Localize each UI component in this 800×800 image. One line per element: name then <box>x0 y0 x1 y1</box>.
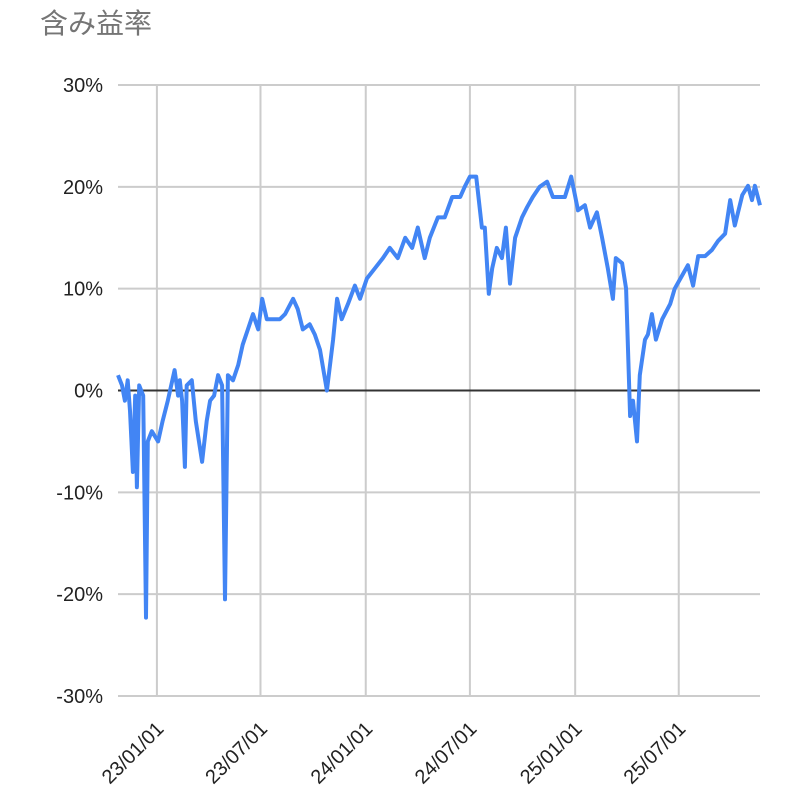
x-tick-label: 23/07/01 <box>201 718 272 789</box>
x-tick-label: 24/07/01 <box>411 718 482 789</box>
x-tick-label: 25/01/01 <box>516 718 587 789</box>
y-tick-label: 0% <box>74 381 103 403</box>
y-tick-label: 10% <box>63 279 103 301</box>
y-tick-label: -10% <box>56 482 103 504</box>
x-tick-label: 24/01/01 <box>307 718 378 789</box>
y-tick-label: -20% <box>56 584 103 606</box>
y-axis-ticks: 30% 20% 10% 0% -10% -20% -30% <box>56 75 103 708</box>
y-tick-label: 20% <box>63 177 103 199</box>
chart-title: 含み益率 <box>40 7 153 40</box>
x-tick-label: 23/01/01 <box>98 718 169 789</box>
y-tick-label: -30% <box>56 686 103 708</box>
y-tick-label: 30% <box>63 75 103 97</box>
series-line <box>116 174 762 620</box>
x-tick-label: 25/07/01 <box>620 718 691 789</box>
x-axis-ticks: 23/01/01 23/07/01 24/01/01 24/07/01 25/01/01… <box>98 718 690 789</box>
